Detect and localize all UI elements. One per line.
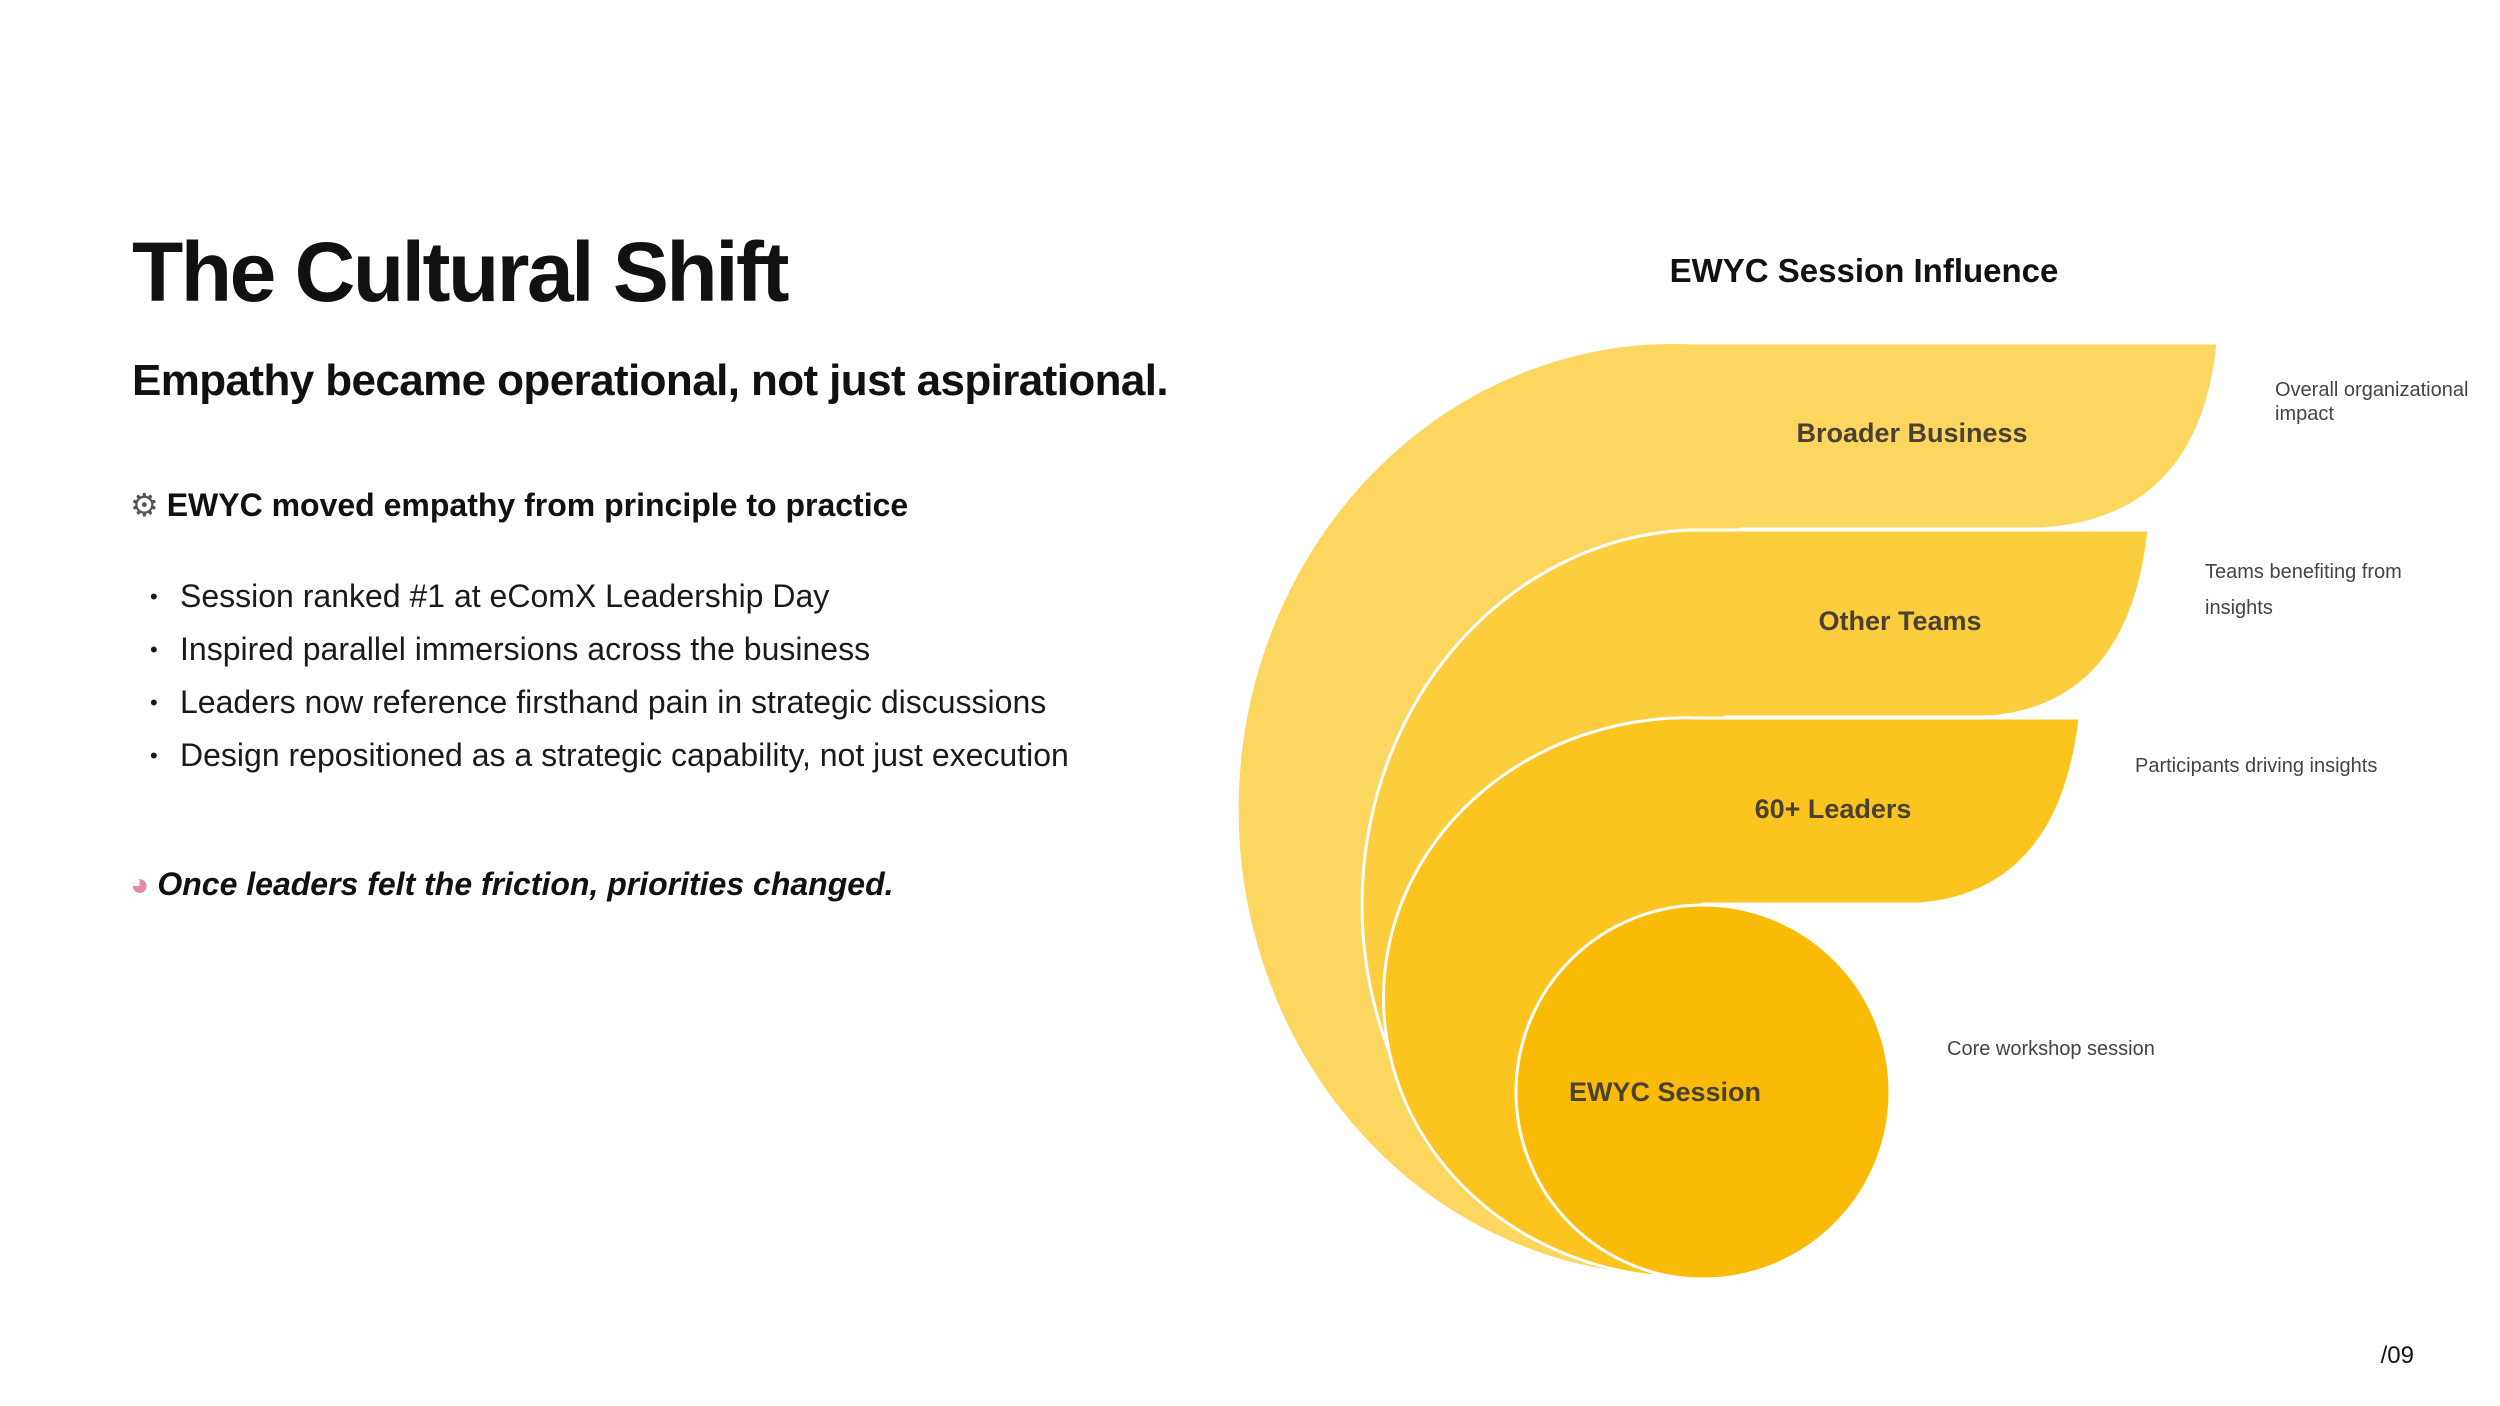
bullet-dot: • <box>150 637 158 662</box>
layer-label-other-teams: Other Teams <box>1818 606 1981 636</box>
page-number: /09 <box>2380 1342 2414 1369</box>
bullet-dot: • <box>150 690 158 715</box>
bullet-item: • Session ranked #1 at eComX Leadership D… <box>150 570 1069 623</box>
layer-label-ewyc-session: EWYC Session <box>1569 1077 1761 1107</box>
layer-label-broader-business: Broader Business <box>1796 418 2027 448</box>
bullet-text: Inspired parallel immersions across the … <box>180 631 871 667</box>
bullet-item: • Design repositioned as a strategic capa… <box>150 729 1069 782</box>
layer-description-line: insights <box>2205 597 2273 619</box>
layer-shape-ewyc-session <box>1514 903 1892 1281</box>
brain-icon: ◕ <box>130 866 150 902</box>
slide-subtitle: Empathy became operational, not just asp… <box>132 356 1169 405</box>
bullet-text: Leaders now reference firsthand pain in … <box>180 684 1047 720</box>
layer-description-ewyc-session: Core workshop session <box>1947 1038 2155 1060</box>
layer-description-60-leaders: Participants driving insights <box>2135 755 2377 777</box>
section-heading: ⚙ EWYC moved empathy from principle to pr… <box>130 486 908 524</box>
layer-description-line: Teams benefiting from <box>2205 561 2402 583</box>
layer-description-other-teams: Teams benefiting from insights <box>2205 561 2407 619</box>
bullet-text: Session ranked #1 at eComX Leadership Da… <box>180 578 830 614</box>
layer-description-line: impact <box>2275 403 2334 425</box>
bullet-text: Design repositioned as a strategic capab… <box>180 737 1069 773</box>
bullet-list: • Session ranked #1 at eComX Leadership D… <box>150 570 1069 782</box>
section-heading-text: EWYC moved empathy from principle to pra… <box>166 487 909 523</box>
layer-label-60-leaders: 60+ Leaders <box>1755 794 1912 824</box>
slide-title: The Cultural Shift <box>132 225 789 319</box>
bullet-dot: • <box>150 584 158 609</box>
bullet-item: • Inspired parallel immersions across the… <box>150 623 1069 676</box>
layer-description-line: Overall organizational <box>2275 379 2468 401</box>
diagram-title: EWYC Session Influence <box>1670 252 2059 289</box>
callout: ◕ Once leaders felt the friction, priorit… <box>130 866 894 903</box>
bullet-dot: • <box>150 743 158 768</box>
gear-icon: ⚙ <box>130 487 159 523</box>
callout-text: Once leaders felt the friction, prioriti… <box>157 866 894 902</box>
layer-description-broader-business: Overall organizational impact <box>2275 379 2474 425</box>
bullet-item: • Leaders now reference firsthand pain in… <box>150 676 1069 729</box>
